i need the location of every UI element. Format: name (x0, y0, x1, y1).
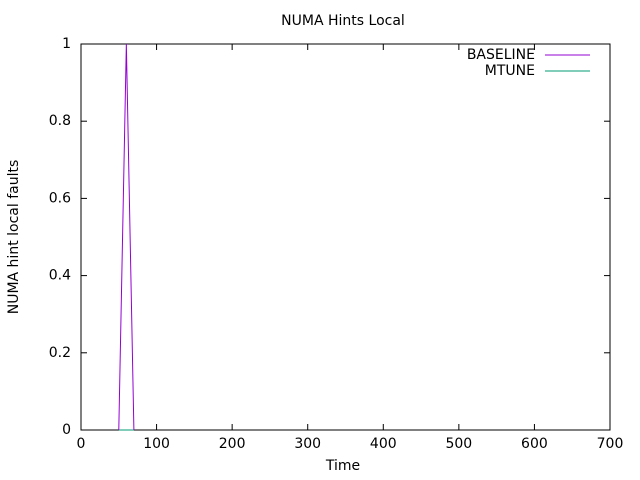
x-tick-label: 400 (370, 436, 397, 452)
series-line (118, 43, 135, 431)
y-tick-label: 0.2 (49, 345, 71, 361)
x-tick-label: 200 (219, 436, 246, 452)
x-tick-label: 100 (143, 436, 170, 452)
x-axis-label: Time (325, 458, 360, 474)
legend-label: BASELINE (467, 47, 535, 63)
y-axis-label: NUMA hint local faults (6, 160, 22, 315)
y-tick-label: 0.8 (49, 113, 71, 129)
x-tick-label: 700 (597, 436, 624, 452)
x-tick-label: 500 (445, 436, 472, 452)
legend-label: MTUNE (485, 63, 535, 79)
y-tick-label: 0.6 (49, 190, 71, 206)
y-tick-label: 0 (62, 422, 71, 438)
x-tick-label: 600 (521, 436, 548, 452)
x-tick-label: 0 (77, 436, 86, 452)
chart-title: NUMA Hints Local (281, 13, 405, 29)
x-tick-label: 300 (294, 436, 321, 452)
y-tick-label: 1 (62, 36, 71, 52)
plot-border (80, 43, 611, 431)
y-tick-label: 0.4 (49, 268, 71, 284)
